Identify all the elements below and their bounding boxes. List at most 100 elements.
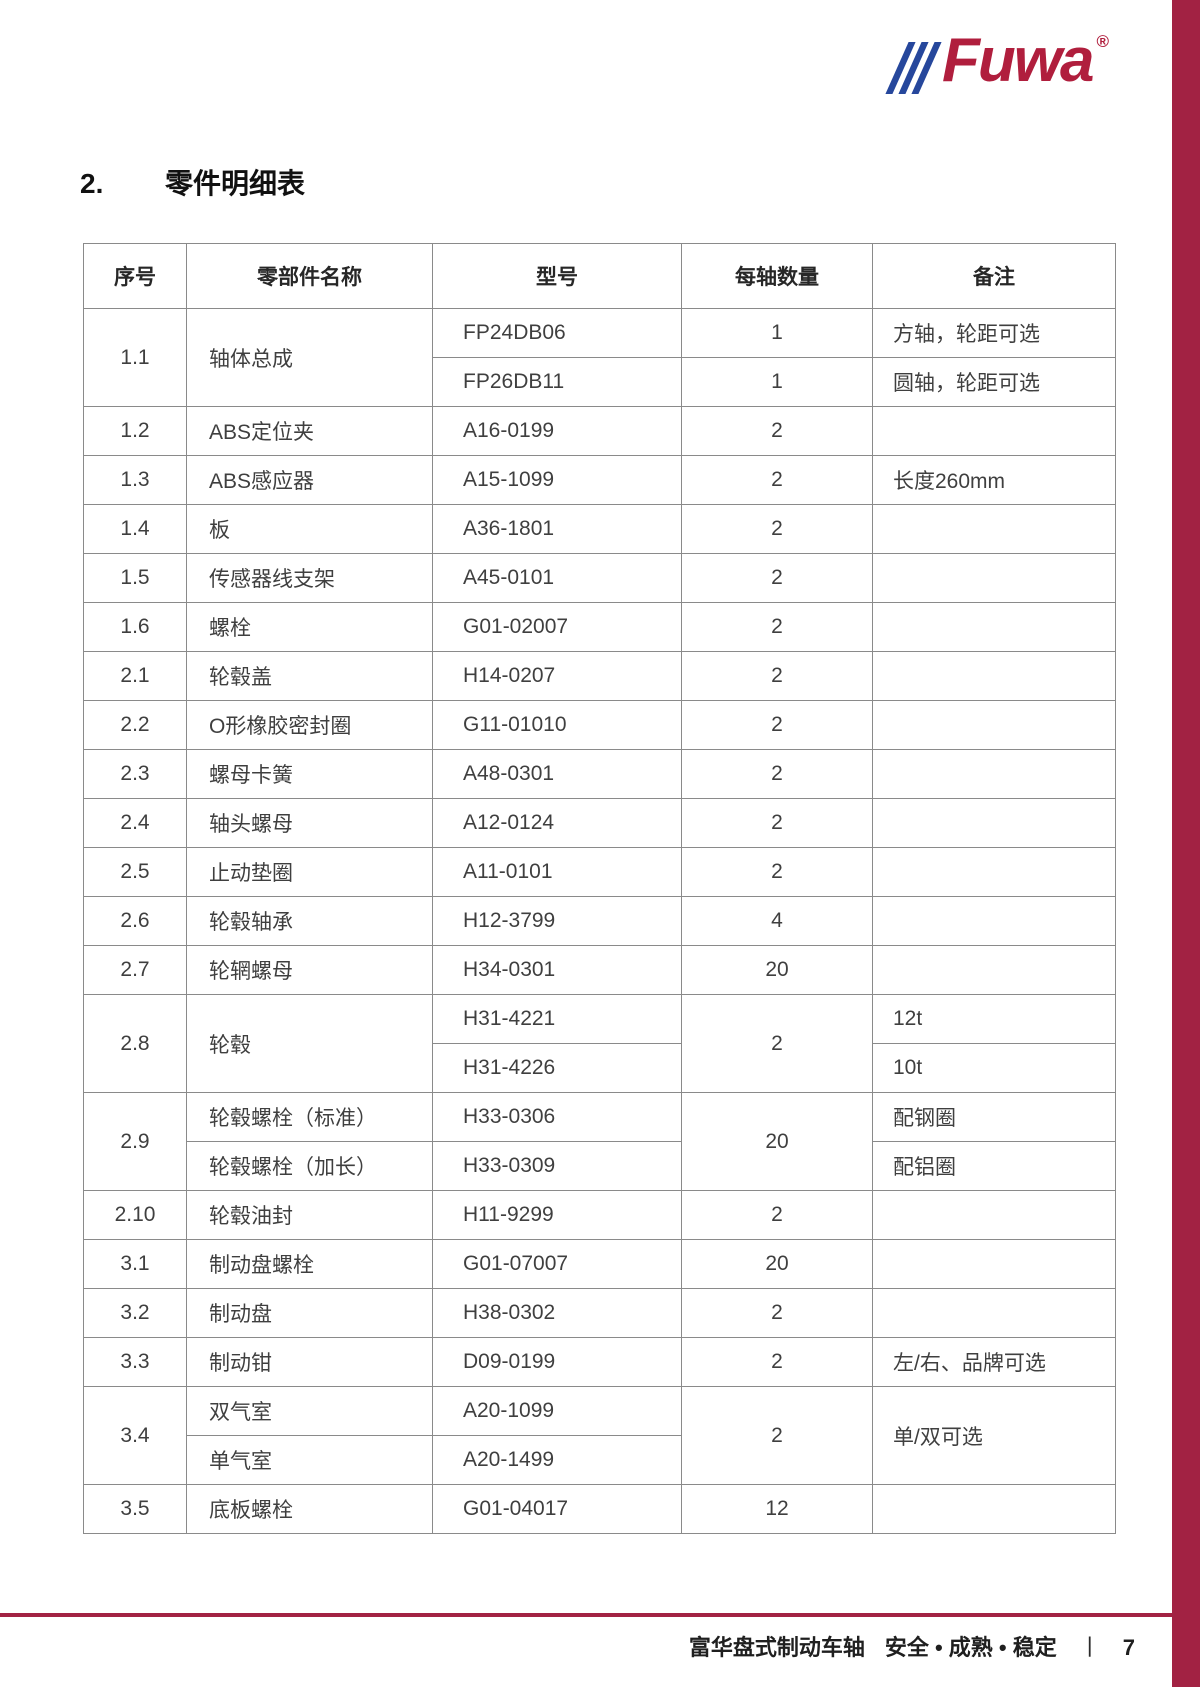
table-cell [872, 847, 1116, 897]
table-cell: H33-0306 [432, 1092, 682, 1142]
table-cell: 3.2 [83, 1288, 187, 1338]
table-row: 2.3 螺母卡簧 A48-0301 2 [83, 749, 1116, 799]
table-cell: 制动盘螺栓 [186, 1239, 433, 1289]
table-row: 2.1 轮毂盖 H14-0207 2 [83, 651, 1116, 701]
table-cell: H31-4226 [432, 1043, 682, 1093]
table-cell [872, 798, 1116, 848]
table-cell: 1 [681, 357, 873, 407]
table-cell: 轮毂油封 [186, 1190, 433, 1240]
table-row: 单气室 A20-1499 [84, 1435, 1116, 1485]
table-row: 1.2 ABS定位夹 A16-0199 2 [83, 406, 1116, 456]
table-cell: 2 [681, 847, 873, 897]
table-cell: 1 [681, 308, 873, 358]
table-cell [872, 1190, 1116, 1240]
table-cell: 2.2 [83, 700, 187, 750]
table-cell: 2 [681, 1288, 873, 1338]
table-row: 3.2 制动盘 H38-0302 2 [83, 1288, 1116, 1338]
table-cell: A48-0301 [432, 749, 682, 799]
table-cell: 3.1 [83, 1239, 187, 1289]
table-cell: 2.8 [83, 994, 187, 1093]
page-footer: 富华盘式制动车轴 安全 • 成熟 • 稳定 丨 7 [689, 1630, 1135, 1662]
table-cell [872, 1239, 1116, 1289]
table-cell: 单/双可选 [872, 1386, 1116, 1485]
table-cell: 2 [681, 1386, 873, 1485]
table-cell: 轴头螺母 [186, 798, 433, 848]
table-cell [872, 700, 1116, 750]
table-row: 1.1 轴体总成 FP24DB06 1 方轴，轮距可选 [83, 308, 1116, 407]
table-cell: A15-1099 [432, 455, 682, 505]
table-header-row: 序号 零部件名称 型号 每轴数量 备注 [83, 243, 1116, 309]
table-cell: 12t [872, 994, 1116, 1044]
footer-product-name: 富华盘式制动车轴 [688, 1635, 865, 1660]
table-cell: 20 [681, 1239, 873, 1289]
table-cell: A16-0199 [432, 406, 682, 456]
table-row: 3.1 制动盘螺栓 G01-07007 20 [83, 1239, 1116, 1289]
table-row: 1.4 板 A36-1801 2 [83, 504, 1116, 554]
table-row: 2.7 轮辋螺母 H34-0301 20 [83, 945, 1116, 995]
table-row: 2.5 止动垫圈 A11-0101 2 [83, 847, 1116, 897]
table-cell: H31-4221 [432, 994, 682, 1044]
table-cell: A20-1499 [432, 1435, 682, 1485]
logo-wordmark: Fuwa [942, 26, 1094, 95]
logo-slashes-icon [885, 42, 942, 94]
table-cell: 配钢圈 [872, 1092, 1116, 1142]
table-cell: 2 [681, 602, 873, 652]
table-cell: 轮毂盖 [186, 651, 433, 701]
table-row: 2.10 轮毂油封 H11-9299 2 [83, 1190, 1116, 1240]
table-cell: H12-3799 [432, 896, 682, 946]
table-cell: 2 [681, 455, 873, 505]
table-cell [872, 945, 1116, 995]
table-cell: 20 [681, 1092, 873, 1191]
table-cell: 2.7 [83, 945, 187, 995]
footer-rule [0, 1613, 1172, 1617]
table-cell: 配铝圈 [872, 1141, 1116, 1191]
table-header-cell: 每轴数量 [681, 243, 873, 309]
table-cell: 2.10 [83, 1190, 187, 1240]
table-row: 2.9 轮毂螺栓（标准） H33-0306 20 配钢圈 [83, 1092, 1116, 1191]
table-row: 2.4 轴头螺母 A12-0124 2 [83, 798, 1116, 848]
table-cell: 轴体总成 [186, 308, 433, 407]
table-cell [872, 651, 1116, 701]
table-header-cell: 零部件名称 [186, 243, 433, 309]
table-row: 2.8 轮毂 H31-4221 2 12t [83, 994, 1116, 1093]
table-row: 1.5 传感器线支架 A45-0101 2 [83, 553, 1116, 603]
table-cell: 1.2 [83, 406, 187, 456]
table-cell: 2.9 [83, 1092, 187, 1191]
table-cell: H11-9299 [432, 1190, 682, 1240]
table-row: 1.3 ABS感应器 A15-1099 2 长度260mm [83, 455, 1116, 505]
table-cell: 双气室 [186, 1386, 433, 1436]
table-row: 2.2 O形橡胶密封圈 G11-01010 2 [83, 700, 1116, 750]
table-cell: 2 [681, 406, 873, 456]
table-cell: 2 [681, 749, 873, 799]
table-cell: 圆轴，轮距可选 [872, 357, 1116, 407]
table-cell: 方轴，轮距可选 [872, 308, 1116, 358]
footer-slogan: 安全 • 成熟 • 稳定 [884, 1635, 1057, 1660]
table-cell: 轮毂 [186, 994, 433, 1093]
footer-separator: 丨 [1078, 1635, 1101, 1660]
table-cell: A12-0124 [432, 798, 682, 848]
table-cell: H14-0207 [432, 651, 682, 701]
table-cell: A45-0101 [432, 553, 682, 603]
table-cell [872, 406, 1116, 456]
table-cell: H34-0301 [432, 945, 682, 995]
table-row: FP26DB11 1 圆轴，轮距可选 [84, 357, 1116, 407]
table-cell: 1.4 [83, 504, 187, 554]
table-cell [872, 1288, 1116, 1338]
table-row: 1.6 螺栓 G01-02007 2 [83, 602, 1116, 652]
table-header-cell: 型号 [432, 243, 682, 309]
table-cell: A20-1099 [432, 1386, 682, 1436]
table-cell: 2.1 [83, 651, 187, 701]
table-cell: 3.3 [83, 1337, 187, 1387]
table-cell: 螺栓 [186, 602, 433, 652]
table-cell: 底板螺栓 [186, 1484, 433, 1534]
table-cell: H38-0302 [432, 1288, 682, 1338]
table-header-cell: 序号 [83, 243, 187, 309]
table-cell: 2 [681, 798, 873, 848]
table-cell: A36-1801 [432, 504, 682, 554]
table-cell: 传感器线支架 [186, 553, 433, 603]
table-cell [872, 553, 1116, 603]
table-cell: G01-02007 [432, 602, 682, 652]
table-cell: 止动垫圈 [186, 847, 433, 897]
table-header-cell: 备注 [872, 243, 1116, 309]
